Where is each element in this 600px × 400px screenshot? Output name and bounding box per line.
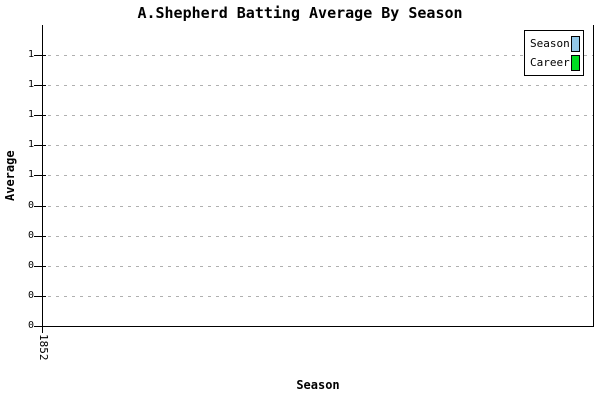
y-tick-label: 1 xyxy=(27,109,34,120)
y-tick-label: 0 xyxy=(27,320,34,331)
y-gridline xyxy=(48,236,593,237)
chart-title: A.Shepherd Batting Average By Season xyxy=(137,4,463,22)
y-tick-mark xyxy=(34,326,46,327)
legend-swatch-career-icon xyxy=(571,54,580,71)
y-tick-mark xyxy=(34,85,46,86)
y-tick-label: 0 xyxy=(27,230,34,241)
y-axis-title: Average xyxy=(3,150,17,201)
legend-item-career: Career xyxy=(530,54,580,72)
x-axis-title: Season xyxy=(296,378,340,392)
y-gridline xyxy=(48,55,593,56)
x-tick-mark xyxy=(42,327,43,333)
y-tick-mark xyxy=(34,145,46,146)
y-gridline xyxy=(48,115,593,116)
legend: Season Career xyxy=(524,30,584,76)
y-tick-mark xyxy=(34,55,46,56)
y-tick-label: 0 xyxy=(27,200,34,211)
y-tick-mark xyxy=(34,206,46,207)
y-gridline xyxy=(48,85,593,86)
legend-label-career: Career xyxy=(530,55,570,69)
y-tick-label: 1 xyxy=(27,79,34,90)
y-axis-line xyxy=(42,25,43,327)
y-tick-mark xyxy=(34,115,46,116)
y-tick-label: 1 xyxy=(27,49,34,60)
y-tick-mark xyxy=(34,175,46,176)
legend-swatch-season-icon xyxy=(571,35,580,52)
y-tick-label: 1 xyxy=(27,169,34,180)
y-gridline xyxy=(48,206,593,207)
y-tick-label: 1 xyxy=(27,139,34,150)
y-gridline xyxy=(48,145,593,146)
legend-label-season: Season xyxy=(530,36,570,50)
legend-item-season: Season xyxy=(530,35,580,53)
y-gridline xyxy=(48,296,593,297)
y-gridline xyxy=(48,175,593,176)
y-tick-mark xyxy=(34,266,46,267)
y-tick-mark xyxy=(34,296,46,297)
plot-right-border xyxy=(593,25,594,327)
y-gridline xyxy=(48,266,593,267)
x-axis-line xyxy=(42,326,594,327)
x-tick-label: 1852 xyxy=(37,334,50,361)
y-tick-mark xyxy=(34,236,46,237)
y-tick-label: 0 xyxy=(27,290,34,301)
y-tick-label: 0 xyxy=(27,260,34,271)
